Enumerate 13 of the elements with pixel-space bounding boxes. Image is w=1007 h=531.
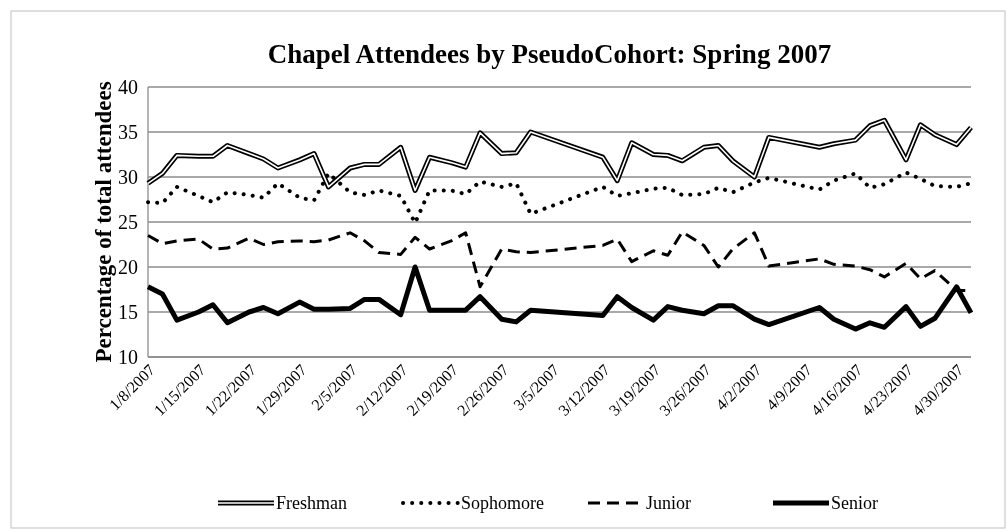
legend-label: Senior — [831, 493, 878, 514]
y-axis-title: Percentage of total attendees — [91, 81, 116, 363]
y-tick-label: 25 — [118, 211, 138, 233]
y-tick-label: 35 — [118, 121, 138, 143]
y-tick-label: 15 — [118, 301, 138, 323]
legend-label: Junior — [646, 493, 692, 514]
y-tick-label: 10 — [118, 346, 138, 368]
y-tick-label: 20 — [118, 256, 138, 278]
chart-title: Chapel Attendees by PseudoCohort: Spring 2007 — [267, 39, 832, 69]
y-tick-label: 40 — [118, 76, 138, 98]
legend-label: Freshman — [276, 493, 347, 514]
y-tick-label: 30 — [118, 166, 138, 188]
legend-label: Sophomore — [461, 493, 545, 514]
